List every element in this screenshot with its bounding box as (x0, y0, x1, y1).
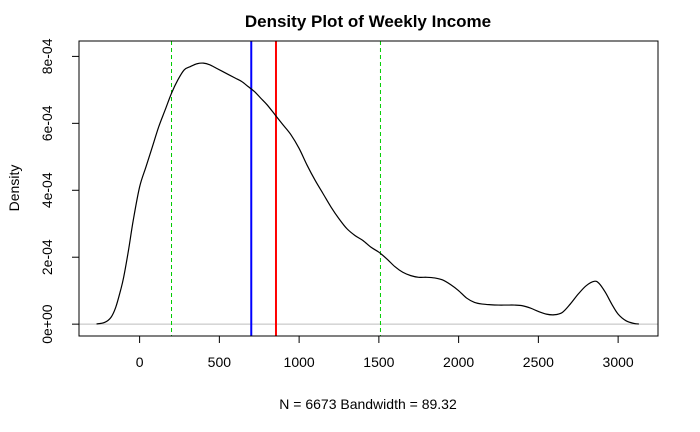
x-tick-label: 0 (136, 354, 144, 370)
x-tick-label: 3000 (603, 354, 634, 370)
x-axis: 0 500 1000 1500 2000 2500 3000 (136, 335, 634, 370)
density-curve-1 (96, 62, 639, 325)
x-tick-label: 500 (208, 354, 232, 370)
y-tick-label: 8e-04 (39, 38, 55, 74)
x-tick-label: 2500 (523, 354, 554, 370)
x-tick-label: 1000 (284, 354, 315, 370)
chart-title: Density Plot of Weekly Income (245, 12, 491, 31)
y-axis-label: Density (6, 165, 22, 212)
x-tick-label: 1500 (363, 354, 394, 370)
x-tick-label: 2000 (443, 354, 474, 370)
y-tick-label: 4e-04 (39, 172, 55, 208)
y-tick-label: 0e+00 (39, 304, 55, 344)
y-tick-label: 2e-04 (39, 239, 55, 275)
y-tick-label: 6e-04 (39, 105, 55, 141)
y-axis: 0e+00 2e-04 4e-04 6e-04 8e-04 (39, 38, 80, 344)
plot-area (79, 41, 658, 336)
x-axis-label: N = 6673 Bandwidth = 89.32 (279, 396, 457, 412)
